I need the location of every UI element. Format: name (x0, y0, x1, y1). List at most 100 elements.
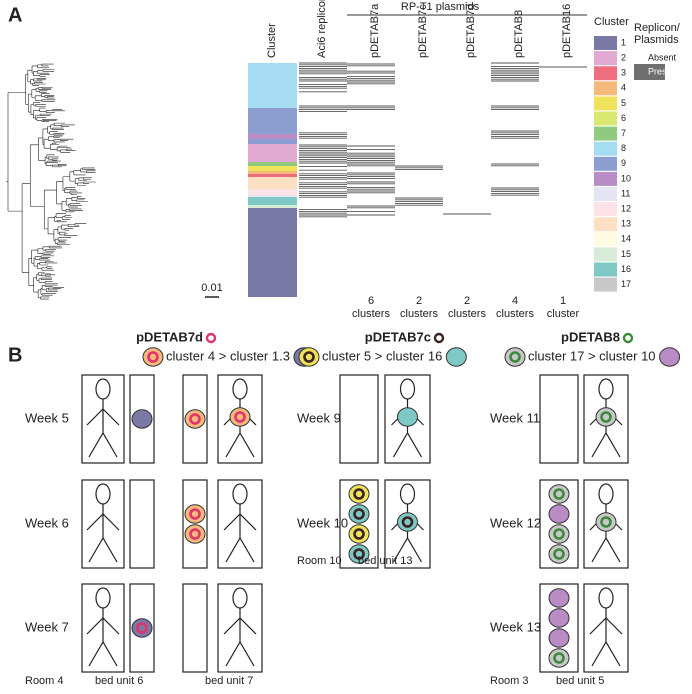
cluster-count: 1 (560, 295, 566, 307)
legend-label: 17 (621, 279, 631, 289)
cluster-band (248, 144, 297, 162)
legend-label: 2 (621, 52, 626, 62)
week-label: Week 13 (490, 619, 541, 634)
plasmid-ring (600, 411, 612, 423)
plasmid-icon (622, 332, 634, 344)
bed-label: bed unit 13 (358, 555, 412, 567)
legend-label: Absent (648, 52, 677, 62)
cluster-count-unit: cluster (547, 308, 580, 320)
cluster-band (248, 174, 297, 177)
person-head (399, 378, 416, 400)
cluster-count: 6 (368, 295, 374, 307)
bed-frame (129, 479, 155, 569)
legend-title: Replicon/ (634, 22, 681, 34)
plasmid-ring (147, 351, 159, 363)
plasmid-ring (553, 652, 565, 664)
plasmid-ring (136, 622, 148, 634)
person-body (86, 504, 120, 563)
plasmid-ring (600, 516, 612, 528)
legend-swatch (594, 156, 617, 171)
bed-frame (129, 583, 155, 673)
legend-swatch (594, 247, 617, 262)
person-head (95, 587, 111, 609)
column-header: pDETAB7d (465, 4, 477, 58)
isolate (131, 409, 153, 429)
plasmid-icon (205, 332, 217, 344)
week-label: Week 6 (25, 515, 69, 530)
person-head (598, 483, 614, 505)
transition-label: cluster 17 > cluster 10 (528, 348, 656, 363)
legend-swatch (594, 187, 617, 201)
cluster-band (248, 197, 297, 205)
bed-frame (217, 479, 263, 569)
isolate (548, 504, 570, 524)
legend-label: Present (648, 66, 680, 76)
legend-label: 15 (621, 249, 631, 259)
transition-label: cluster 5 > cluster 16 (322, 348, 442, 363)
bed-frame (182, 479, 208, 569)
cluster-band (248, 139, 297, 144)
plasmid-ring (553, 528, 565, 540)
panel-label: A (8, 4, 22, 26)
legend-swatch (634, 64, 665, 80)
cluster-count-unit: clusters (352, 308, 390, 320)
legend-label: 16 (621, 264, 631, 274)
cluster-band (248, 177, 297, 189)
bed-frame (217, 374, 263, 464)
person-head (232, 483, 248, 505)
person-body (589, 608, 623, 667)
phylogenetic-tree (6, 63, 96, 300)
cluster-count: 2 (464, 295, 470, 307)
person-head (95, 378, 111, 400)
isolate (397, 407, 418, 427)
column-header: pDETAB16 (561, 4, 573, 58)
column-header: Cluster (266, 23, 278, 58)
cluster-count: 2 (416, 295, 422, 307)
legend-label: 6 (621, 113, 626, 123)
column-header: pDETAB7a (369, 3, 381, 58)
cluster-band (248, 63, 297, 108)
bed-frame (182, 583, 208, 673)
person-body (86, 399, 120, 458)
legend-label: 3 (621, 68, 626, 78)
bed-frame (539, 479, 579, 569)
legend-swatch (594, 81, 617, 96)
group-title: pDETAB8 (561, 329, 620, 344)
week-label: Week 10 (297, 515, 348, 530)
week-label: Week 7 (25, 619, 69, 634)
person-body (223, 504, 257, 563)
bed-frame (539, 374, 579, 464)
cluster-band (248, 208, 297, 297)
cluster-count: 4 (512, 295, 518, 307)
plasmid-icon (433, 332, 445, 344)
bed-frame (583, 374, 629, 464)
column-header: Aci6 replicon (316, 0, 328, 58)
cluster-count-unit: clusters (400, 308, 438, 320)
legend-title: Cluster (594, 16, 629, 28)
room-label: Room 3 (490, 675, 529, 687)
person-head (95, 483, 111, 505)
legend-label: 7 (621, 128, 626, 138)
group-title: pDETAB7d (136, 329, 203, 344)
legend-label: 4 (621, 83, 626, 93)
cluster-band (248, 205, 297, 208)
person-head (598, 378, 614, 400)
bed-frame (81, 583, 125, 673)
legend-swatch (594, 141, 617, 156)
plasmid-ring (553, 548, 565, 560)
plasmid-ring (553, 488, 565, 500)
isolate (548, 608, 570, 628)
panel-label: B (8, 344, 22, 366)
cluster-band (248, 171, 297, 174)
cluster-band (248, 108, 297, 134)
legend-swatch (594, 96, 617, 111)
cluster-count-unit: clusters (448, 308, 486, 320)
person-head (232, 378, 248, 400)
plasmid-ring (353, 488, 365, 500)
isolate (548, 588, 570, 608)
week-label: Week 9 (297, 410, 341, 425)
legend-label: 9 (621, 158, 626, 168)
person-body (86, 608, 120, 667)
plasmid-ring (353, 528, 365, 540)
legend-label: 13 (621, 219, 631, 229)
